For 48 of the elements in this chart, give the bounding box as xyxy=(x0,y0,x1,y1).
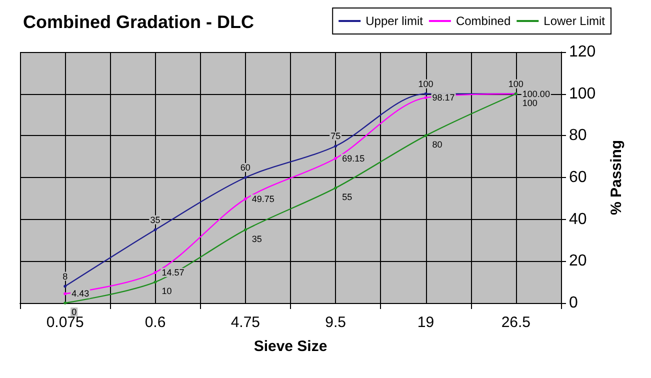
x-tick-label: 26.5 xyxy=(501,314,531,331)
x-tick-label: 9.5 xyxy=(325,314,346,331)
point xyxy=(244,228,247,232)
data-label: 69.15 xyxy=(342,153,365,164)
x-tick-label: 19 xyxy=(417,314,434,331)
x-tick-label: 0.075 xyxy=(46,314,84,331)
legend-label: Combined xyxy=(456,14,511,28)
data-label: 35 xyxy=(252,234,262,244)
data-label: 35 xyxy=(150,214,160,225)
point xyxy=(244,197,247,200)
data-label: 80 xyxy=(432,140,442,150)
data-label: 100.00 xyxy=(522,88,550,99)
y-tick-label: 20 xyxy=(569,252,587,270)
point xyxy=(334,186,338,190)
y-tick-label: 100 xyxy=(569,85,596,102)
point xyxy=(154,280,157,284)
x-axis-title: Sieve Size xyxy=(254,338,328,355)
point xyxy=(334,156,338,160)
data-label: 10 xyxy=(162,286,172,296)
legend-label: Lower Limit xyxy=(544,14,606,28)
point xyxy=(64,284,67,288)
data-label: 49.75 xyxy=(252,194,274,204)
chart-title: Combined Gradation - DLC xyxy=(23,12,254,32)
legend-label: Upper limit xyxy=(366,14,424,28)
data-label: 4.43 xyxy=(72,288,90,299)
data-label: 98.17 xyxy=(432,92,455,103)
data-label: 0 xyxy=(72,307,77,317)
y-tick-label: 40 xyxy=(569,210,587,228)
data-label: 100 xyxy=(418,78,434,89)
data-label: 75 xyxy=(330,131,341,142)
y-tick-label: 60 xyxy=(569,169,587,186)
x-tick-label: 4.75 xyxy=(230,314,260,331)
data-label: 14.57 xyxy=(162,268,184,278)
y-tick-label: 80 xyxy=(569,127,587,144)
point xyxy=(154,228,157,232)
data-label: 55 xyxy=(342,192,352,202)
data-label: 8 xyxy=(62,271,68,282)
point xyxy=(334,144,338,148)
point xyxy=(154,271,157,274)
data-label: 100 xyxy=(522,98,538,108)
point xyxy=(64,292,67,296)
y-tick-label: 120 xyxy=(569,44,596,60)
point xyxy=(244,176,247,179)
y-axis-title: % Passing xyxy=(608,140,625,216)
y-tick-label: 0 xyxy=(569,294,578,312)
data-label: 60 xyxy=(240,162,250,172)
data-label: 100 xyxy=(508,78,524,89)
x-tick-label: 0.6 xyxy=(144,314,166,331)
